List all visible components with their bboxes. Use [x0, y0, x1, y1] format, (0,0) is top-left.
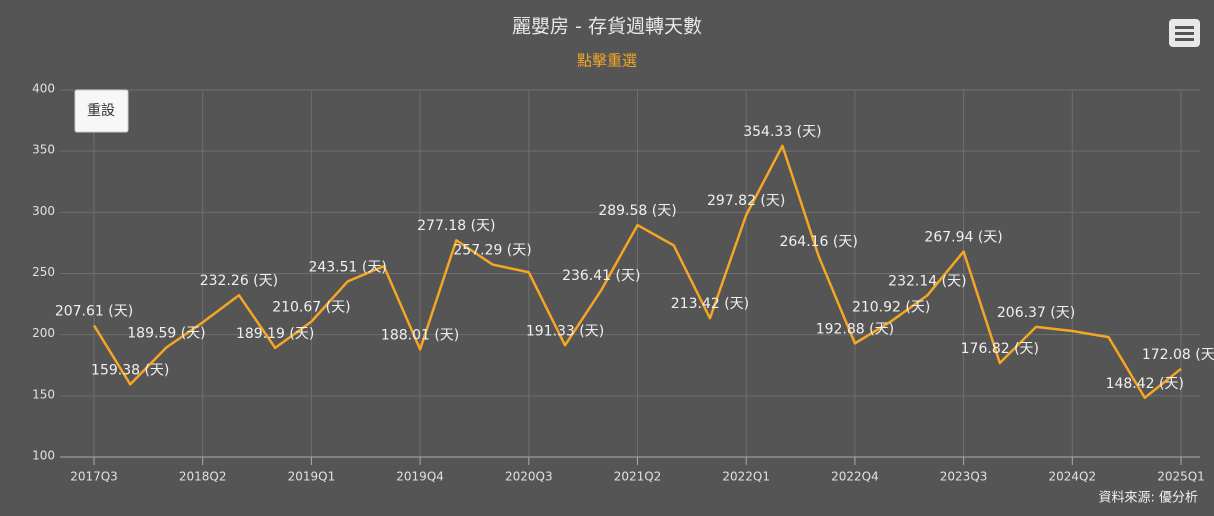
data-label: 297.82 (天) — [707, 193, 785, 209]
data-label: 192.88 (天) — [816, 321, 894, 337]
data-label: 159.38 (天) — [91, 362, 169, 378]
data-label: 277.18 (天) — [417, 218, 495, 234]
data-label: 189.19 (天) — [236, 326, 314, 342]
x-tick-label: 2019Q4 — [396, 470, 444, 484]
y-tick-label: 100 — [32, 449, 55, 463]
data-label: 243.51 (天) — [308, 259, 386, 275]
data-line — [92, 144, 1182, 400]
x-tick-label: 2017Q3 — [70, 470, 118, 484]
data-label: 267.94 (天) — [924, 230, 1002, 246]
x-tick-label: 2021Q2 — [614, 470, 662, 484]
data-label: 236.41 (天) — [562, 268, 640, 284]
data-label: 188.01 (天) — [381, 327, 459, 343]
y-tick-label: 300 — [32, 204, 55, 218]
data-label: 257.29 (天) — [453, 243, 531, 259]
x-tick-label: 2024Q2 — [1048, 470, 1096, 484]
reset-button[interactable]: 重設 — [74, 89, 129, 133]
menu-button[interactable] — [1169, 19, 1200, 47]
data-label: 189.59 (天) — [127, 325, 205, 341]
credits: 資料來源: 優分析 — [1098, 491, 1198, 506]
y-tick-label: 150 — [32, 387, 55, 401]
y-tick-label: 200 — [32, 326, 55, 340]
data-label: 232.26 (天) — [200, 273, 278, 289]
y-tick-label: 350 — [32, 143, 55, 157]
y-tick-label: 400 — [32, 82, 55, 96]
x-tick-label: 2019Q1 — [288, 470, 336, 484]
data-label: 289.58 (天) — [598, 203, 676, 219]
data-label: 191.33 (天) — [526, 323, 604, 339]
data-label: 176.82 (天) — [961, 341, 1039, 357]
data-label: 210.92 (天) — [852, 299, 930, 315]
data-label: 213.42 (天) — [671, 296, 749, 312]
data-label: 232.14 (天) — [888, 273, 966, 289]
data-label: 207.61 (天) — [55, 303, 133, 319]
y-tick-label: 250 — [32, 265, 55, 279]
x-tick-label: 2025Q1 — [1157, 470, 1205, 484]
x-tick-label: 2022Q4 — [831, 470, 879, 484]
data-label: 210.67 (天) — [272, 300, 350, 316]
x-tick-label: 2023Q3 — [940, 470, 988, 484]
data-label: 354.33 (天) — [743, 124, 821, 140]
reset-label[interactable]: 重設 — [87, 103, 115, 119]
x-tick-label: 2022Q1 — [722, 470, 770, 484]
data-label: 148.42 (天) — [1106, 376, 1184, 392]
chart-title: 麗嬰房 - 存貨週轉天數 — [512, 16, 702, 38]
chart-subtitle[interactable]: 點擊重選 — [577, 52, 637, 70]
data-label: 264.16 (天) — [779, 234, 857, 250]
data-label: 172.08 (天) — [1142, 347, 1214, 363]
x-tick-label: 2018Q2 — [179, 470, 227, 484]
x-tick-label: 2020Q3 — [505, 470, 553, 484]
data-label: 206.37 (天) — [997, 305, 1075, 321]
